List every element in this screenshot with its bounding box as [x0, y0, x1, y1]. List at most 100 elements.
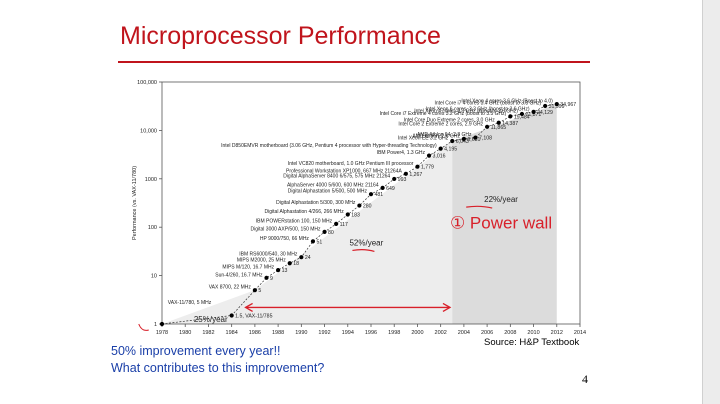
- data-point-name: Sun-4/260, 16.7 MHz: [215, 272, 263, 278]
- data-point: [438, 146, 443, 151]
- data-point-name: AlphaServer 4000 5/600, 600 MHz 21164: [287, 182, 379, 188]
- data-value-label: 80: [328, 230, 334, 236]
- x-tick-label: 2002: [435, 330, 447, 336]
- chart-source: Source: H&P Textbook: [484, 337, 580, 348]
- x-tick-label: 2012: [551, 330, 563, 336]
- x-tick-label: 1994: [342, 330, 354, 336]
- annotation-underline-52: [352, 249, 375, 253]
- data-value-label: 649: [386, 186, 395, 192]
- data-point: [508, 114, 513, 119]
- data-value-label: 5: [258, 288, 261, 294]
- annotation-arrow-left-head: [244, 302, 253, 313]
- x-tick-label: 1984: [226, 330, 238, 336]
- data-point-name: IBM Power4, 1.3 GHz: [377, 150, 426, 156]
- data-value-label: 18: [293, 261, 299, 267]
- data-point-name: Intel Core i7 Extreme 4 cores 3.2 GHz (b…: [380, 111, 507, 117]
- x-tick-label: 1990: [295, 330, 307, 336]
- data-point-name: Intel Xeon 4 cores 3.6 GHz (Boost to 4.0…: [461, 99, 553, 105]
- data-point: [461, 136, 466, 141]
- data-point: [415, 164, 420, 169]
- data-point-name: Intel D850EMVR motherboard (3.06 GHz, Pe…: [221, 143, 437, 149]
- data-point: [299, 255, 304, 260]
- data-value-label: 34,967: [560, 102, 576, 108]
- x-tick-label: 1980: [179, 330, 191, 336]
- x-tick-label: 1986: [249, 330, 261, 336]
- data-point: [357, 203, 362, 208]
- growth-label-late: 22%/year: [484, 195, 518, 204]
- data-point: [473, 135, 478, 140]
- y-tick-label: 10: [151, 274, 157, 280]
- slide-number: 4: [582, 372, 588, 386]
- x-tick-label: 1988: [272, 330, 284, 336]
- data-point-name: Intel Core i7 4 cores 3.4 GHz (boost to …: [434, 100, 541, 106]
- growth-region-1: [254, 140, 453, 324]
- y-tick-label: 100: [148, 225, 157, 231]
- data-point: [229, 313, 234, 318]
- data-point: [531, 109, 536, 114]
- performance-chart-svg: 1 10 100 1000 10,000 100,000 1978 1980 1982 1984 1…: [132, 80, 586, 336]
- data-point: [322, 229, 327, 234]
- handwritten-note: ① Power wall: [450, 213, 552, 232]
- data-point: [159, 321, 165, 327]
- data-point-name: Digital 3000 AXP/500, 150 MHz: [251, 226, 322, 232]
- data-point-name: Intel Core Duo Extreme 2 cores, 3.0 GHz: [404, 117, 496, 123]
- data-value-label: 183: [351, 212, 360, 218]
- data-point-name: Intel VC820 motherboard, 1.0 GHz Pentium…: [288, 161, 414, 167]
- data-value-label: 31,999: [549, 104, 565, 110]
- data-value-label: 6,043: [456, 139, 469, 145]
- data-point: [264, 275, 269, 280]
- annotation-arrow-right-head: [442, 302, 452, 313]
- data-point-name: Professional Workstation XP1000, 667 MHz…: [286, 168, 402, 174]
- data-value-label: 1,267: [409, 172, 422, 178]
- y-tick-label: 1000: [145, 177, 157, 183]
- data-value-label: 14,387: [502, 121, 518, 127]
- data-point-name: IBM POWERstation 100, 150 MHz: [256, 218, 333, 224]
- data-value-label: 117: [340, 222, 348, 228]
- data-point: [554, 101, 559, 107]
- data-value-label: 280: [363, 204, 372, 210]
- caption-line-1: 50% improvement every year!!: [111, 344, 281, 358]
- data-point: [392, 176, 397, 182]
- data-value-label: 1.5, VAX-11/785: [235, 313, 272, 319]
- data-value-label: 13: [282, 268, 288, 274]
- scrollbar[interactable]: [702, 0, 720, 404]
- caption-line-2: What contributes to this improvement?: [111, 361, 325, 375]
- data-point-name: Intel Xeon EE 3.2 GHz: [398, 135, 449, 141]
- x-tick-label: 2000: [411, 330, 423, 336]
- data-point-name: Intel Xeon 4 cores, 3.3 GHz (boost to 3.…: [414, 108, 518, 114]
- data-value-label: 6,681: [467, 137, 480, 143]
- x-tick-label: 1978: [156, 330, 168, 336]
- x-tick-label: 1992: [318, 330, 330, 336]
- data-point: [543, 103, 548, 109]
- slide-title: Microprocessor Performance: [120, 22, 441, 50]
- data-point: [426, 153, 432, 158]
- data-point-name: Digital AlphaServer 8400 6/575, 575 MHz …: [283, 173, 390, 179]
- growth-region-2: [452, 104, 557, 324]
- data-point-name: VAX 8700, 22 MHz: [209, 285, 252, 291]
- annotation-underline-22: [466, 205, 493, 209]
- data-point: [403, 171, 408, 176]
- x-tick-label: 2006: [481, 330, 493, 336]
- data-point-name: Digital Alphastation 4/266, 266 MHz: [265, 209, 345, 215]
- performance-chart: 1 10 100 1000 10,000 100,000 1978 1980 1982 1984 1…: [126, 76, 592, 338]
- data-point: [368, 192, 374, 197]
- data-point-name: Digital Alphastation 5/500, 500 MHz: [288, 189, 368, 195]
- data-value-label: 9: [270, 276, 273, 282]
- data-point-name: MIPS M/120, 16.7 MHz: [222, 265, 274, 271]
- data-point: [252, 288, 257, 293]
- data-point: [380, 185, 385, 190]
- x-tick-label: 1996: [365, 330, 377, 336]
- data-value-label: 481: [375, 192, 384, 198]
- title-underline: [118, 61, 590, 63]
- data-value-label: 19,484: [514, 114, 530, 120]
- data-point: [485, 124, 490, 129]
- data-point: [450, 138, 455, 144]
- data-point: [519, 111, 525, 117]
- data-value-label: 4,195: [444, 147, 457, 153]
- data-point-name: HP 9000/750, 66 MHz: [260, 236, 310, 242]
- data-point: [310, 239, 316, 244]
- data-point-name: MIPS M2000, 25 MHz: [237, 258, 286, 264]
- growth-label-mid: 52%/year: [349, 238, 383, 247]
- data-point: [276, 267, 281, 273]
